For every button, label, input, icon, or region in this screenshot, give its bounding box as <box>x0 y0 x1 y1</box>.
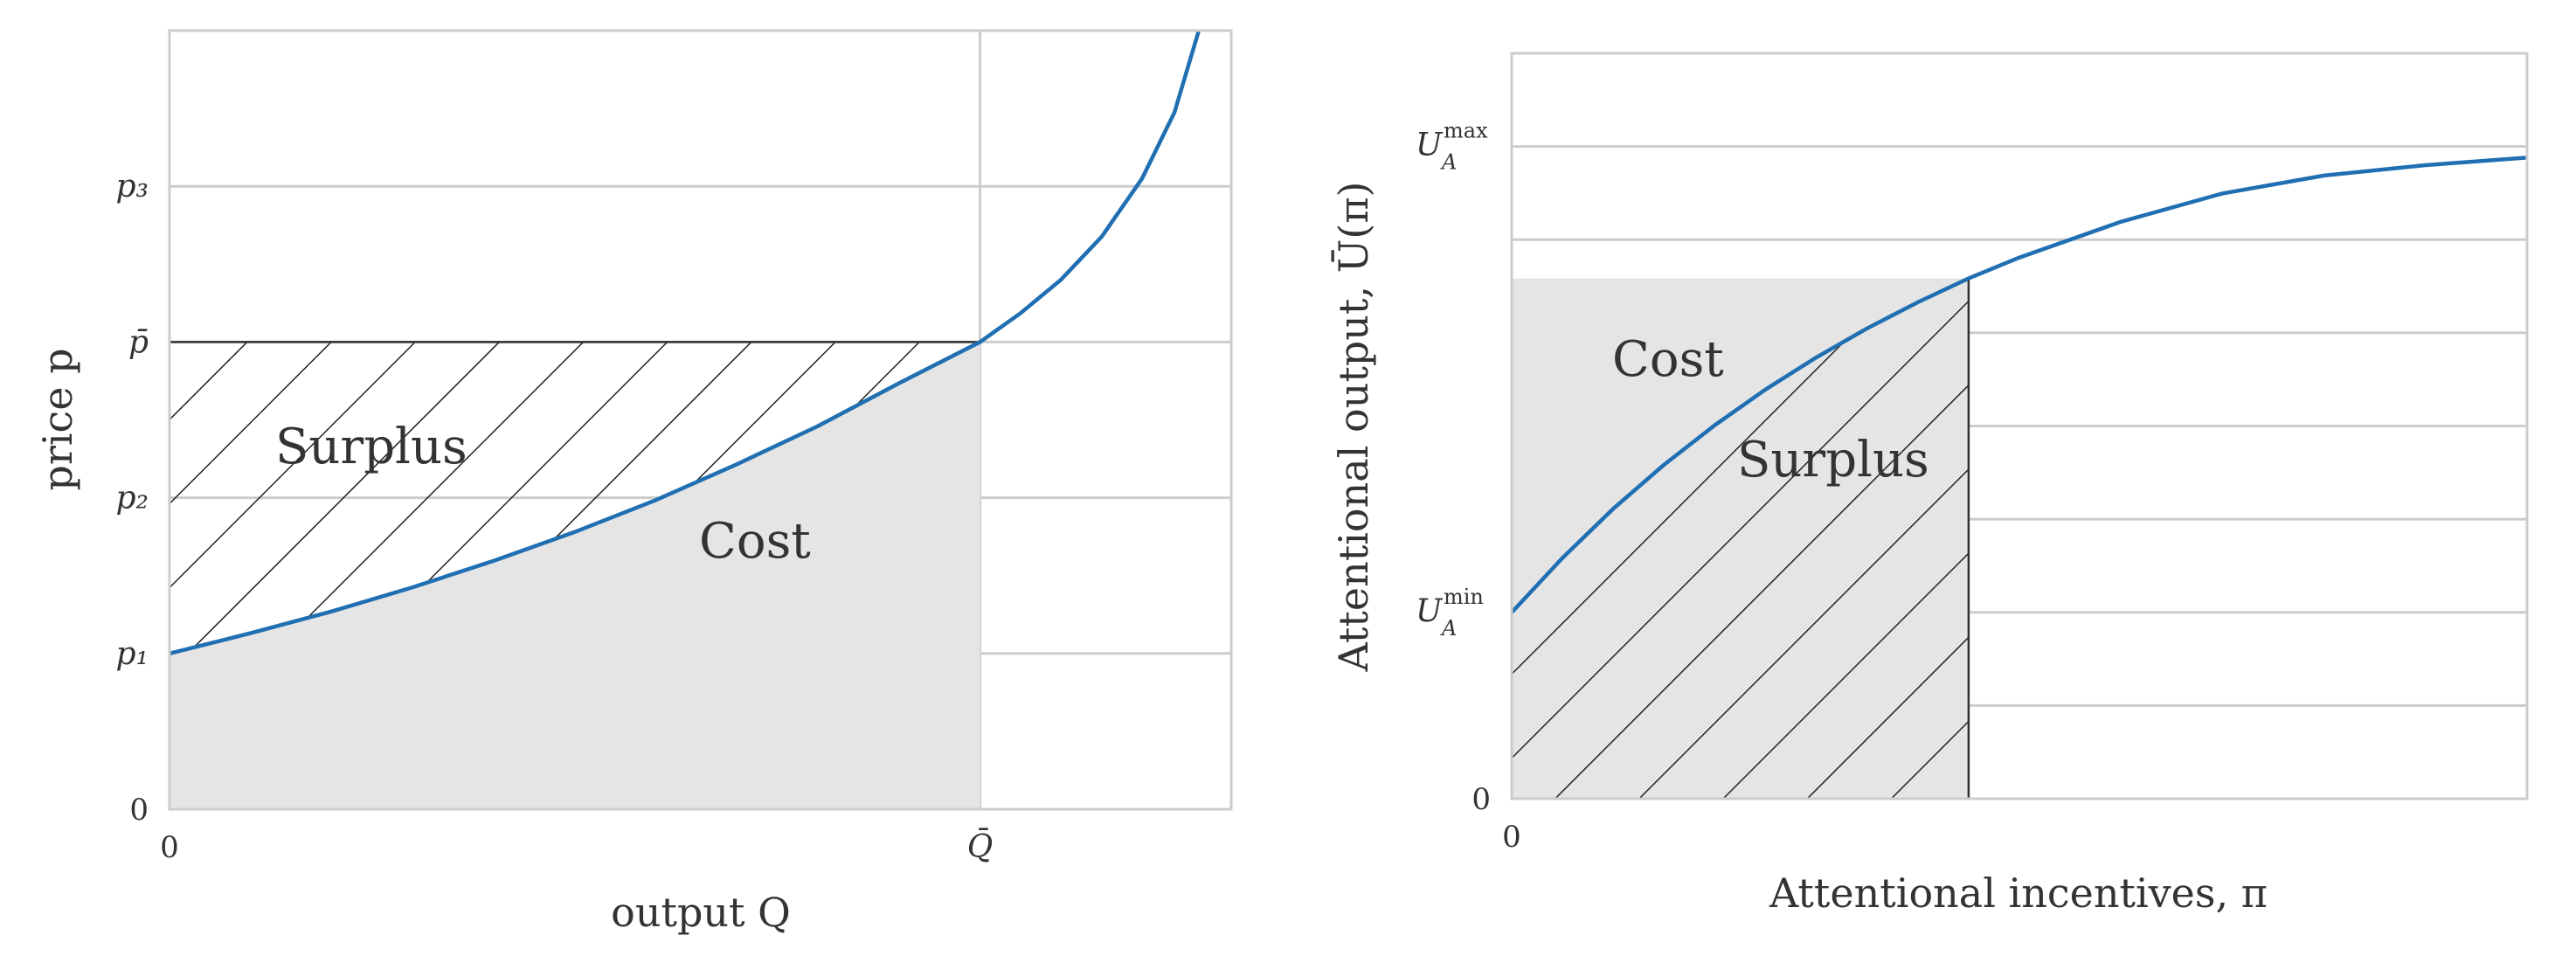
right-x-tick-label-0: 0 <box>1502 820 1521 855</box>
right-annotation-surplus: Surplus <box>1737 432 1929 488</box>
svg-text:A: A <box>1440 616 1457 641</box>
left-y-axis-label: price p <box>34 348 81 490</box>
left-x-tick-label-1: Q̄ <box>967 828 994 865</box>
svg-text:U: U <box>1416 593 1444 629</box>
right-plot-frame <box>1510 52 2529 800</box>
svg-text:U: U <box>1416 128 1444 163</box>
cost-region-left <box>170 342 980 809</box>
left-y-tick-label-0: 0 <box>129 793 149 828</box>
left-plot-frame <box>168 29 1233 811</box>
supply-curve <box>170 31 1201 655</box>
left-y-tick-label-1: p₁ <box>116 636 149 672</box>
right-y-axis-label: Attentional output, Ū(π) <box>1330 181 1377 672</box>
left-x-ticks: 0 Q̄ <box>160 828 993 865</box>
left-y-tick-label-2: p₂ <box>116 481 149 516</box>
svg-text:A: A <box>1440 150 1457 175</box>
left-y-tick-label-4: p₃ <box>116 169 149 204</box>
right-y-tick-label-0: 0 <box>1472 782 1491 817</box>
output-curve <box>1512 156 2527 614</box>
right-x-ticks: 0 <box>1502 820 1521 855</box>
left-x-axis-label: output Q <box>611 889 791 936</box>
right-x-axis-label: Attentional incentives, π <box>1769 869 2268 917</box>
right-annotation-cost: Cost <box>1612 331 1724 388</box>
left-annotation-surplus: Surplus <box>275 419 467 475</box>
left-panel: 0 p₁ p₂ p̄ p₃ 0 Q̄ Surplus Cost output Q pric… <box>34 29 1233 936</box>
surplus-region-right <box>1512 278 1969 800</box>
left-annotation-cost: Cost <box>699 513 811 570</box>
surplus-region-left <box>170 342 980 654</box>
svg-text:min: min <box>1444 585 1484 609</box>
left-y-tick-label-3: p̄ <box>128 324 149 360</box>
svg-text:max: max <box>1444 119 1488 143</box>
left-y-ticks: 0 p₁ p₂ p̄ p₃ <box>116 169 149 828</box>
left-x-tick-label-0: 0 <box>160 830 179 865</box>
